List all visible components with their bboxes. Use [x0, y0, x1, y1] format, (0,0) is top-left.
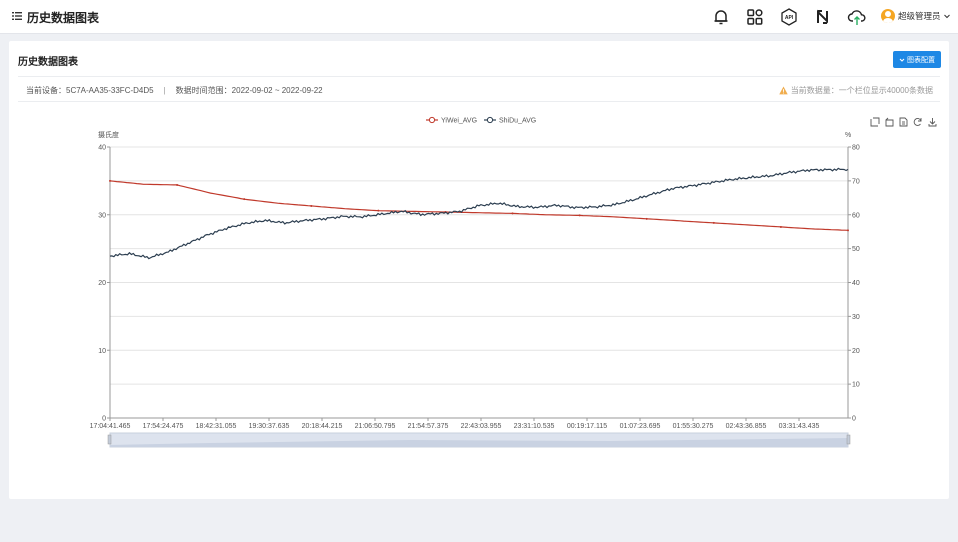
data-point[interactable]	[377, 209, 380, 212]
y-left-tick-label: 0	[102, 416, 106, 423]
download-icon[interactable]	[928, 118, 937, 127]
data-point[interactable]	[176, 183, 179, 186]
device-id: 5C7A-AA35-33FC-D4D5	[66, 86, 154, 95]
y-right-tick-label: 70	[852, 178, 860, 185]
x-tick-label: 19:30:37.635	[249, 423, 290, 430]
cloud-upload-icon[interactable]	[847, 7, 867, 27]
divider	[18, 101, 940, 102]
apps-grid-icon[interactable]	[745, 7, 765, 27]
api-icon[interactable]: API	[779, 7, 799, 27]
x-tick-label: 02:43:36.855	[726, 423, 767, 430]
y-right-axis-label: %	[845, 132, 851, 139]
app-title: 历史数据图表	[27, 11, 100, 25]
device-label: 当前设备：	[26, 86, 66, 95]
range-value: 2022-09-02 ~ 2022-09-22	[231, 86, 323, 95]
y-right-tick-label: 60	[852, 212, 860, 219]
data-point[interactable]	[779, 225, 782, 228]
chevron-down-icon	[899, 58, 905, 62]
data-point[interactable]	[511, 212, 514, 215]
history-chart-card: 历史数据图表 图表配置 当前设备：5C7A-AA35-33FC-D4D5 | 数据时…	[9, 41, 949, 499]
legend-marker[interactable]	[428, 116, 436, 124]
y-right-tick-label: 0	[852, 416, 856, 423]
y-left-tick-label: 10	[98, 348, 106, 355]
data-point[interactable]	[847, 229, 849, 232]
avatar	[881, 9, 895, 23]
y-right-tick-label: 30	[852, 314, 860, 321]
device-info: 当前设备：5C7A-AA35-33FC-D4D5 | 数据时间范围：2022-09-…	[26, 85, 323, 96]
y-left-tick-label: 30	[98, 212, 106, 219]
x-tick-label: 01:07:23.695	[620, 423, 661, 430]
warning-icon	[779, 86, 788, 95]
x-tick-label: 00:19:17.115	[567, 423, 607, 430]
y-right-tick-label: 20	[852, 348, 860, 355]
y-right-tick-label: 80	[852, 145, 860, 152]
x-tick-label: 17:04:41.465	[90, 423, 131, 430]
zoom-slider-handle-left[interactable]	[107, 434, 112, 445]
separator: |	[163, 86, 166, 95]
user-name: 超级管理员	[898, 11, 941, 21]
x-tick-label: 03:31:43.435	[779, 423, 820, 430]
y-right-tick-label: 10	[852, 382, 860, 389]
legend-label[interactable]: ShiDu_AVG	[499, 118, 536, 125]
series-line-ShiDu_AVG[interactable]	[109, 167, 849, 260]
svg-text:API: API	[785, 15, 794, 21]
y-left-tick-label: 40	[98, 145, 106, 152]
x-tick-label: 23:31:10.535	[514, 423, 555, 430]
x-tick-label: 22:43:03.955	[461, 423, 502, 430]
series-line-YiWei_AVG[interactable]	[109, 180, 849, 231]
menu-toggle-icon[interactable]	[12, 11, 22, 21]
x-tick-label: 18:42:31.055	[196, 423, 237, 430]
data-count-note: 当前数据量：一个栏位显示40000条数据	[779, 85, 933, 96]
range-label: 数据时间范围：	[175, 86, 232, 95]
data-point[interactable]	[310, 204, 313, 207]
x-tick-label: 20:18:44.215	[302, 423, 343, 430]
data-view-icon[interactable]	[899, 117, 908, 127]
y-left-tick-label: 20	[98, 280, 106, 287]
nfc-icon[interactable]	[813, 7, 833, 27]
chart-config-label: 图表配置	[907, 56, 935, 64]
y-left-axis-label: 摄氏度	[98, 130, 119, 139]
divider	[18, 76, 940, 77]
restore-icon[interactable]	[913, 118, 922, 126]
bell-icon[interactable]	[711, 7, 731, 27]
data-point[interactable]	[645, 217, 648, 220]
legend-marker[interactable]	[486, 116, 494, 124]
x-tick-label: 21:06:50.795	[355, 423, 396, 430]
legend-label[interactable]: YiWei_AVG	[441, 118, 477, 125]
chevron-down-icon	[943, 14, 950, 19]
zoom-reset-icon[interactable]	[885, 117, 894, 127]
zoom-slider-handle-right[interactable]	[846, 434, 851, 445]
card-title: 历史数据图表	[18, 57, 78, 68]
data-point[interactable]	[712, 221, 715, 224]
data-point[interactable]	[243, 198, 246, 201]
data-point[interactable]	[578, 214, 581, 217]
zoom-slider-preview	[110, 438, 848, 447]
y-right-tick-label: 50	[852, 246, 860, 253]
top-bar: 历史数据图表 API 超级管理员	[0, 0, 958, 34]
zoom-icon[interactable]	[870, 117, 880, 127]
x-tick-label: 17:54:24.475	[143, 423, 184, 430]
x-tick-label: 21:54:57.375	[408, 423, 449, 430]
y-right-tick-label: 40	[852, 280, 860, 287]
chart-config-button[interactable]: 图表配置	[893, 51, 941, 68]
data-count-text: 当前数据量：一个栏位显示40000条数据	[790, 86, 933, 95]
data-point[interactable]	[109, 179, 111, 182]
x-tick-label: 01:55:30.275	[673, 423, 714, 430]
user-menu[interactable]: 超级管理员	[881, 8, 951, 24]
